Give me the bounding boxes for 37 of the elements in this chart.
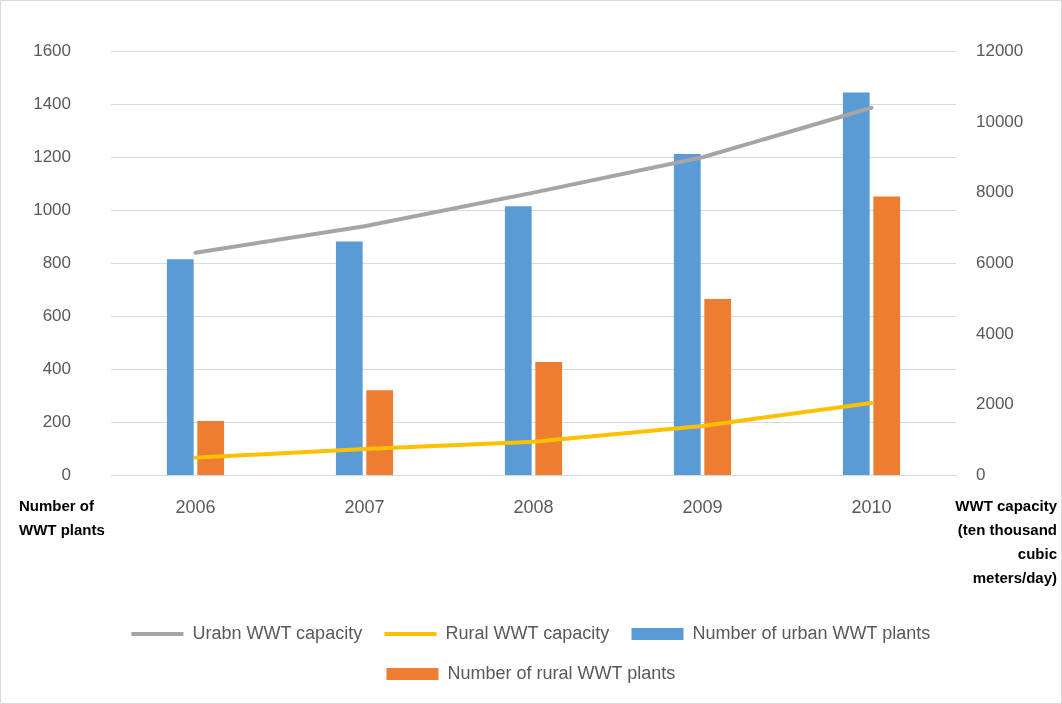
y2-tick-label: 4000 [976, 323, 1014, 343]
y-tick-label: 1600 [33, 40, 71, 60]
legend-label: Number of urban WWT plants [692, 622, 931, 643]
y-tick-label: 1400 [33, 93, 71, 113]
x-tick-label: 2006 [175, 497, 216, 518]
bar [535, 361, 563, 475]
y-tick-label: 1000 [33, 199, 71, 219]
y-tick-label: 0 [61, 465, 71, 485]
x-tick-label: 2009 [682, 497, 723, 518]
legend-label: Rural WWT capacity [445, 622, 610, 643]
bar [335, 241, 363, 475]
bar [673, 154, 701, 475]
y-axis-title: Number of WWT plants [19, 497, 105, 539]
y2-axis-title: WWT capacity (ten thousand cubic meters/day) [955, 497, 1058, 587]
y-tick-label: 200 [42, 412, 71, 432]
bar [197, 421, 225, 475]
y2-tick-label: 0 [976, 465, 986, 485]
x-tick-label: 2007 [344, 497, 385, 518]
y2-tick-label: 12000 [976, 40, 1024, 60]
bar [504, 206, 532, 475]
y2-tick-label: 2000 [976, 394, 1014, 414]
y-tick-label: 800 [42, 252, 71, 272]
y2-tick-label: 6000 [976, 252, 1014, 272]
y-tick-label: 400 [42, 359, 71, 379]
bar [842, 92, 870, 475]
bar [166, 259, 194, 475]
x-tick-label: 2008 [513, 497, 554, 518]
y2-tick-label: 10000 [976, 111, 1024, 131]
x-tick-label: 2010 [851, 497, 892, 518]
bar [704, 299, 732, 475]
bar [873, 196, 901, 475]
bar [366, 390, 394, 475]
y-tick-label: 1200 [33, 146, 71, 166]
legend-label: Number of rural WWT plants [447, 662, 676, 683]
y2-tick-label: 8000 [976, 182, 1014, 202]
y-tick-label: 600 [42, 306, 71, 326]
legend-label: Urabn WWT capacity [192, 622, 363, 643]
